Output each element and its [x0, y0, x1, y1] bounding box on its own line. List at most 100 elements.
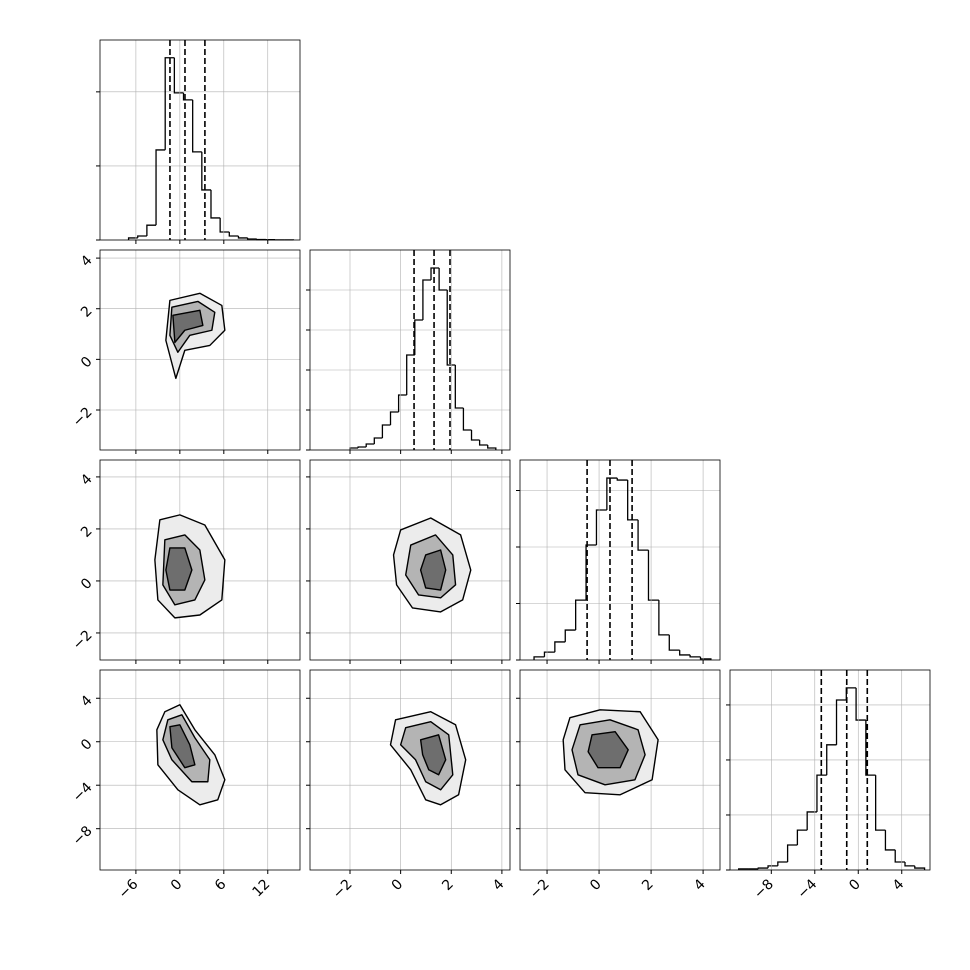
x-tick-label: 6	[212, 876, 230, 894]
panel-frame	[99, 669, 301, 871]
histogram	[306, 250, 510, 451]
hist-bin	[438, 268, 448, 291]
hist-bin	[894, 849, 905, 863]
contour	[419, 734, 447, 776]
x-tick-label: 4	[890, 876, 908, 894]
hist-bin	[699, 656, 712, 660]
y-tick-label: 0	[78, 354, 96, 372]
hist-bin	[454, 365, 464, 409]
contour	[172, 309, 204, 344]
x-tick-label: 4	[691, 876, 709, 894]
hist-bin	[446, 290, 456, 366]
hist-bin	[146, 224, 157, 236]
x-tick-label: −2	[330, 876, 356, 902]
y-tick-label: 2	[78, 523, 96, 541]
hist-bin	[182, 92, 193, 101]
hist-bin	[796, 829, 808, 845]
x-tick-label: −4	[795, 876, 821, 902]
contour	[169, 724, 196, 769]
hist-bin	[884, 830, 896, 851]
hist-bin	[668, 634, 680, 651]
hist-bin	[647, 550, 659, 601]
hist-bin	[164, 57, 175, 150]
panel-frame	[729, 669, 931, 871]
hist-bin	[554, 641, 566, 653]
hist-bin	[256, 238, 266, 241]
hist-bin	[606, 477, 618, 510]
y-tick-label: −2	[70, 404, 96, 430]
panel-frame	[99, 39, 301, 241]
panel-frame	[99, 459, 301, 661]
hist-bin	[679, 650, 691, 656]
hist-bin	[585, 544, 597, 601]
hist-bin	[373, 437, 383, 444]
hist-bin	[422, 279, 432, 320]
hist-bin	[381, 424, 391, 438]
contour	[587, 731, 629, 769]
hist-bin	[533, 656, 545, 660]
panel-frame	[309, 249, 511, 451]
hist-bin	[627, 480, 639, 521]
y-tick-label: 0	[78, 575, 96, 593]
hist-bin	[875, 775, 886, 831]
x-tick-label: 0	[587, 876, 605, 894]
x-tick-label: 0	[389, 876, 407, 894]
histogram	[516, 460, 720, 661]
contour	[165, 547, 193, 591]
hist-bin	[430, 267, 440, 280]
hist-bin	[137, 235, 147, 238]
panel-frame	[309, 669, 511, 871]
histogram	[96, 40, 300, 241]
contour	[419, 549, 447, 591]
hist-bin	[865, 720, 876, 776]
panel-frame	[99, 249, 301, 451]
hist-bin	[689, 654, 701, 658]
hist-bin	[835, 699, 847, 745]
hist-bin	[658, 600, 670, 636]
hist-bin	[806, 811, 817, 831]
x-tick-label: −8	[751, 876, 777, 902]
hist-bin	[406, 354, 415, 395]
histogram	[726, 670, 930, 871]
hist-bin	[389, 411, 399, 425]
y-tick-label: −4	[70, 779, 96, 805]
hist-bin	[564, 629, 576, 642]
hist-bin	[365, 443, 375, 447]
hist-bin	[487, 445, 497, 450]
hist-bin	[357, 446, 367, 448]
x-tick-label: 2	[439, 876, 457, 894]
x-tick-label: 4	[490, 876, 508, 894]
hist-bin	[192, 99, 202, 153]
panel-frame	[309, 459, 511, 661]
hist-bin	[478, 440, 488, 446]
hist-bin	[228, 232, 239, 237]
x-tick-label: 2	[639, 876, 657, 894]
hist-bin	[219, 217, 230, 233]
hist-bin	[237, 236, 248, 239]
x-tick-label: 12	[250, 876, 274, 900]
y-tick-label: 2	[78, 303, 96, 321]
hist-bin	[826, 744, 837, 776]
y-tick-label: 4	[78, 693, 96, 711]
hist-bin	[786, 844, 798, 863]
hist-bin	[397, 394, 407, 412]
hist-bin	[914, 865, 926, 870]
hist-bin	[462, 408, 472, 431]
y-tick-label: −8	[70, 823, 96, 849]
y-tick-label: 4	[78, 252, 96, 270]
y-tick-label: 0	[78, 736, 96, 754]
y-tick-label: 4	[78, 471, 96, 489]
hist-bin	[155, 149, 166, 226]
hist-bin	[767, 865, 778, 869]
hist-bin	[127, 237, 138, 240]
y-tick-label: −2	[70, 627, 96, 653]
hist-bin	[637, 519, 649, 551]
hist-bin	[210, 189, 221, 219]
panel-frame	[519, 459, 721, 661]
hist-bin	[757, 867, 769, 869]
hist-bin	[616, 478, 628, 481]
hist-bin	[414, 319, 423, 355]
hist-bin	[904, 862, 915, 867]
x-tick-label: −2	[527, 876, 553, 902]
